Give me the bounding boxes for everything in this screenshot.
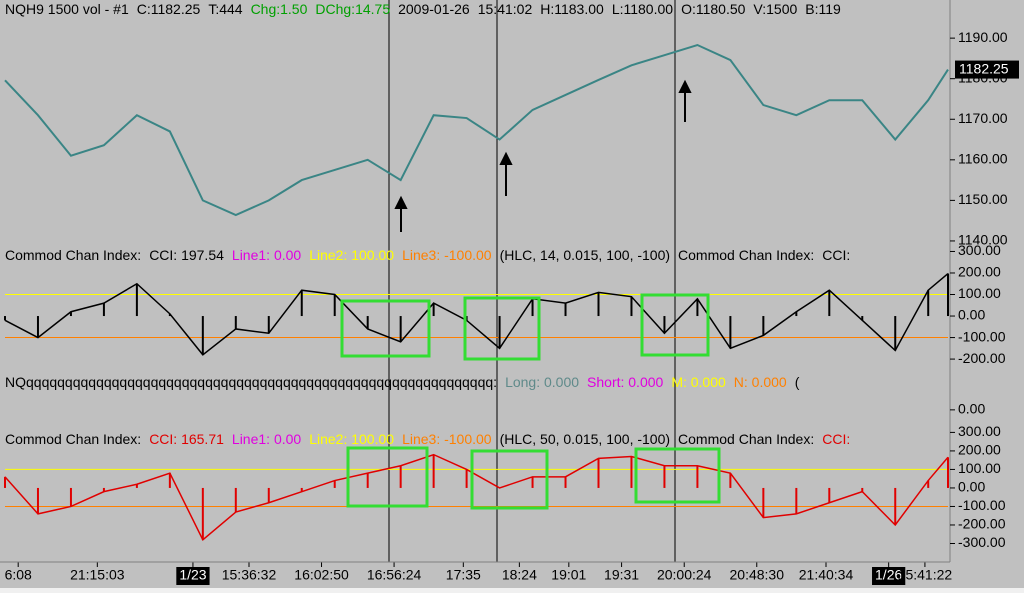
header-item: DChg:14.75 (315, 1, 390, 17)
panel-header: Commod Chan Index: CCI: 197.54 Line1: 0.00… (5, 247, 850, 263)
header-item: H:1183.00 (540, 1, 604, 17)
header-item: Commod Chan Index: (678, 247, 814, 263)
header-item: L:1180.00 (612, 1, 673, 17)
header-item: CCI: (822, 247, 850, 263)
header-item: (HLC, 50, 0.015, 100, -100) (500, 431, 670, 447)
header-item: (HLC, 14, 0.015, 100, -100) (500, 247, 670, 263)
x-tick-label: 21:40:34 (799, 567, 854, 583)
highlight-box (634, 447, 721, 504)
y-tick-label: 200.00 (958, 264, 1001, 280)
header-item: ( (795, 374, 800, 390)
y-tick-label: 1170.00 (958, 110, 1008, 126)
cci-line (4, 272, 949, 356)
x-tick-label: 16:02:50 (294, 567, 349, 583)
x-tick-label: 20:48:30 (730, 567, 785, 583)
header-item: Short: 0.000 (587, 374, 663, 390)
x-tick-label: 19:01 (551, 567, 586, 583)
header-item: NQqqqqqqqqqqqqqqqqqqqqqqqqqqqqqqqqqqqqqq… (5, 374, 497, 390)
y-tick-label: 300.00 (958, 423, 1001, 439)
header-item: Chg:1.50 (251, 1, 308, 17)
header-item: V:1500 (753, 1, 797, 17)
y-tick-label: 0.00 (958, 479, 985, 495)
header-item: Long: 0.000 (505, 374, 579, 390)
y-tick-label: -200.00 (958, 516, 1006, 532)
highlight-boxes (340, 293, 721, 510)
y-tick-label: 1150.00 (958, 191, 1008, 207)
header-item: 15:41:02 (478, 1, 533, 17)
x-tick-label: 21:15:03 (70, 567, 125, 583)
arrow-head (394, 195, 408, 209)
y-tick-label: 0.00 (958, 401, 985, 417)
x-tick-label: 15:41:22 (898, 567, 953, 583)
header-item: Commod Chan Index: (5, 431, 141, 447)
header-item: Line1: 0.00 (232, 431, 301, 447)
header-item: T:444 (208, 1, 242, 17)
x-tick-label: 17:35 (446, 567, 481, 583)
header-item: C:1182.25 (137, 1, 201, 17)
arrows (394, 79, 692, 232)
x-tick-label: 20:00:24 (657, 567, 712, 583)
date-box (872, 567, 906, 585)
y-tick-label: 200.00 (958, 442, 1001, 458)
header-item: CCI: (822, 431, 850, 447)
header-item: M: 0.000 (671, 374, 726, 390)
header-item: Line3: -100.00 (402, 247, 492, 263)
x-tick-label: 19:31 (604, 567, 639, 583)
bottom-strip (0, 588, 1024, 593)
y-tick-label: 300.00 (958, 242, 1001, 258)
y-tick-label: 100.00 (958, 285, 1001, 301)
last-price-label: 1182.25 (959, 60, 1009, 76)
y-tick-label: -200.00 (958, 350, 1006, 366)
y-tick-label: 0.00 (958, 307, 985, 323)
panel-header: Commod Chan Index: CCI: 165.71 Line1: 0.00… (5, 431, 850, 447)
panel-header: NQH9 1500 vol - #1 C:1182.25 T:444 Chg:1.50… (5, 1, 841, 17)
cci-line (4, 453, 949, 541)
highlight-box (640, 293, 710, 357)
x-tick-label: 1/23 (179, 567, 206, 583)
header-item: Line2: 100.00 (309, 431, 394, 447)
header-item: CCI: 165.71 (149, 431, 224, 447)
highlight-box (340, 299, 431, 358)
highlight-box (463, 296, 541, 361)
arrow-head (499, 151, 513, 165)
x-tick-label: 15:36:32 (222, 567, 277, 583)
panel-header: NQqqqqqqqqqqqqqqqqqqqqqqqqqqqqqqqqqqqqqq… (5, 374, 800, 390)
header-item: Line3: -100.00 (402, 431, 492, 447)
x-tick-label: 16:56:24 (367, 567, 422, 583)
price-line (4, 43, 949, 217)
date-box (176, 567, 210, 585)
header-item: Commod Chan Index: (678, 431, 814, 447)
y-tick-label: -300.00 (958, 534, 1006, 550)
y-tick-label: -100.00 (958, 328, 1006, 344)
y-tick-label: 1140.00 (958, 232, 1008, 248)
x-tick-label: 1/26 (875, 567, 902, 583)
y-tick-label: 1160.00 (958, 151, 1008, 167)
x-tick-label: 18:24 (502, 567, 537, 583)
y-tick-label: -100.00 (958, 497, 1006, 513)
header-item: Line2: 100.00 (309, 247, 394, 263)
header-item: CCI: 197.54 (149, 247, 224, 263)
header-item: 2009-01-26 (398, 1, 470, 17)
x-tick-label: 6:08 (5, 567, 32, 583)
last-price-box (955, 60, 1019, 79)
header-item: N: 0.000 (734, 374, 787, 390)
header-item: Commod Chan Index: (5, 247, 141, 263)
header-item: NQH9 1500 vol - #1 (5, 1, 129, 17)
header-item: B:119 (805, 1, 841, 17)
arrow-head (678, 79, 692, 93)
highlight-box (470, 449, 549, 510)
header-item: O:1180.50 (681, 1, 746, 17)
y-tick-label: 100.00 (958, 460, 1001, 476)
header-item: Line1: 0.00 (232, 247, 301, 263)
highlight-box (346, 446, 429, 508)
y-tick-label: 1190.00 (958, 29, 1008, 45)
